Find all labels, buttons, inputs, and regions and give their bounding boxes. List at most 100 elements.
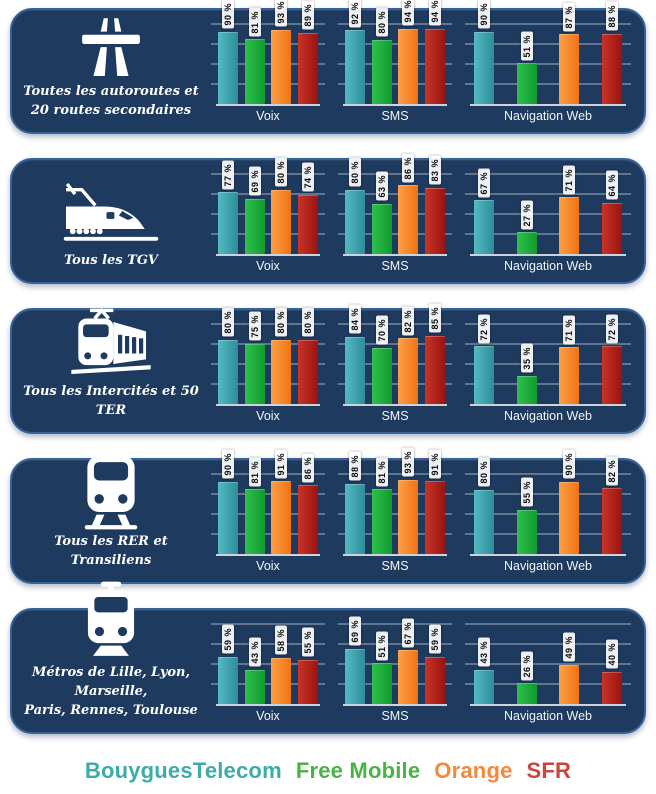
bar-bouyguestelecom [345, 336, 365, 404]
chart-plot: 43 % 26 % 49 % 40 % [465, 623, 631, 706]
bar-orange [559, 197, 580, 254]
gridline [465, 63, 631, 65]
bar-bouyguestelecom [474, 346, 494, 404]
gridline [211, 623, 325, 625]
bar-group-orange: 67 % [398, 618, 419, 704]
bar-orange [271, 657, 292, 704]
gridline [465, 43, 631, 45]
gridline [465, 473, 631, 475]
chart-axis-label: SMS [381, 709, 409, 723]
bar-free-mobile [516, 63, 537, 104]
bar-value-label: 81 % [248, 457, 261, 487]
bar-group-orange: 93 % [398, 448, 419, 554]
gridline [338, 213, 452, 215]
gridline [465, 343, 631, 345]
chart-plot: 72 % 35 % 71 % 72 % [465, 314, 631, 406]
bar-group-sfr: 72 % [601, 314, 622, 404]
panel-icon-cell: Tous les TGV [22, 166, 200, 274]
bar-group-orange: 82 % [398, 306, 419, 404]
bar-sfr [601, 202, 622, 254]
chart-plot: 59 % 43 % 58 % 55 % [211, 623, 325, 706]
bar-bouyguestelecom [218, 482, 238, 554]
bar-orange [271, 481, 292, 554]
bar-free-mobile [244, 489, 265, 554]
bar-group-sfr: 59 % [424, 625, 445, 704]
gridline [338, 83, 452, 85]
bar-orange [398, 338, 419, 404]
chart-voix: 59 % 43 % 58 % 55 % Voix [211, 623, 325, 723]
bar-value-label: 82 % [605, 456, 618, 486]
bar-value-label: 80 % [478, 458, 490, 487]
bar-group-sfr: 86 % [297, 453, 318, 554]
bar-free-mobile [371, 203, 392, 254]
bar-orange [559, 664, 580, 704]
rer-train-icon [69, 445, 153, 533]
bar-value-label: 43 % [248, 638, 261, 667]
bar-value-label: 72 % [605, 314, 618, 344]
bar-group-bouyguestelecom: 72 % [474, 314, 494, 404]
bar-group-bouyguestelecom: 59 % [218, 625, 238, 704]
panels: Toutes les autoroutes et 20 routes secon… [10, 0, 646, 734]
bar-group-bouyguestelecom: 43 % [474, 638, 494, 704]
chart-axis-label: Navigation Web [503, 259, 592, 273]
gridline [338, 663, 452, 665]
gridline [465, 323, 631, 325]
bar-value-label: 86 % [301, 453, 314, 483]
bar-free-mobile [371, 489, 392, 554]
chart-axis-label: Voix [256, 409, 280, 423]
chart-axis-label: Voix [256, 559, 280, 573]
bar-group-bouyguestelecom: 90 % [474, 0, 494, 104]
gridline [338, 363, 452, 365]
gridline [338, 473, 452, 475]
bar-value-label: 26 % [520, 651, 533, 681]
bar-value-label: 92 % [349, 0, 361, 28]
gridline [338, 43, 452, 45]
bar-group-orange: 71 % [559, 165, 580, 254]
chart-plot: 90 % 81 % 91 % 86 % [211, 449, 325, 556]
panel-intercites: Tous les Intercités et 50 TER 80 % 75 % 80 … [10, 304, 646, 434]
bar-value-label: 71 % [563, 165, 576, 195]
bar-group-sfr: 89 % [297, 1, 318, 104]
gridline [211, 493, 325, 495]
bar-free-mobile [244, 669, 265, 704]
bar-value-label: 69 % [248, 167, 261, 196]
bar-group-orange: 94 % [398, 0, 419, 104]
bar-value-label: 67 % [478, 168, 490, 198]
bar-free-mobile [516, 683, 537, 704]
bar-bouyguestelecom [474, 490, 494, 554]
gridline [338, 23, 452, 25]
bar-sfr [297, 194, 318, 254]
panel-autoroutes: Toutes les autoroutes et 20 routes secon… [10, 0, 646, 134]
gridline [465, 533, 631, 535]
chart-axis-label: Navigation Web [503, 709, 592, 723]
bar-free-mobile [371, 348, 392, 404]
bar-value-label: 69 % [349, 617, 361, 646]
bar-sfr [297, 32, 318, 104]
gridline [338, 193, 452, 195]
bar-value-label: 90 % [563, 450, 576, 479]
bar-value-label: 80 % [275, 158, 288, 187]
panel-tgv: Tous les TGV 77 % 69 % 80 % 74 % Voix 80 % 63 %… [10, 153, 646, 284]
bar-value-label: 89 % [301, 1, 314, 30]
bar-value-label: 86 % [402, 153, 415, 183]
bar-value-label: 80 % [222, 308, 234, 337]
legend-bouyguestelecom: BouyguesTelecom [84, 758, 282, 783]
bar-group-sfr: 55 % [297, 628, 318, 704]
gridline [465, 363, 631, 365]
bar-sfr [424, 28, 445, 104]
bar-group-free-mobile: 51 % [371, 631, 392, 704]
bar-value-label: 59 % [222, 625, 234, 654]
gridline [465, 213, 631, 215]
gridline [338, 513, 452, 515]
bar-group-sfr: 64 % [601, 171, 622, 254]
bar-value-label: 40 % [605, 640, 618, 669]
chart-axis-label: SMS [381, 559, 409, 573]
chart-plot: 84 % 70 % 82 % 85 % [338, 304, 452, 406]
bar-value-label: 94 % [428, 0, 441, 26]
bar-group-sfr: 80 % [297, 308, 318, 404]
bar-orange [271, 29, 292, 104]
chart-plot: 67 % 27 % 71 % 64 % [465, 165, 631, 256]
bar-group-free-mobile: 26 % [516, 651, 537, 704]
bar-value-label: 75 % [248, 312, 261, 341]
bar-value-label: 49 % [563, 633, 576, 662]
